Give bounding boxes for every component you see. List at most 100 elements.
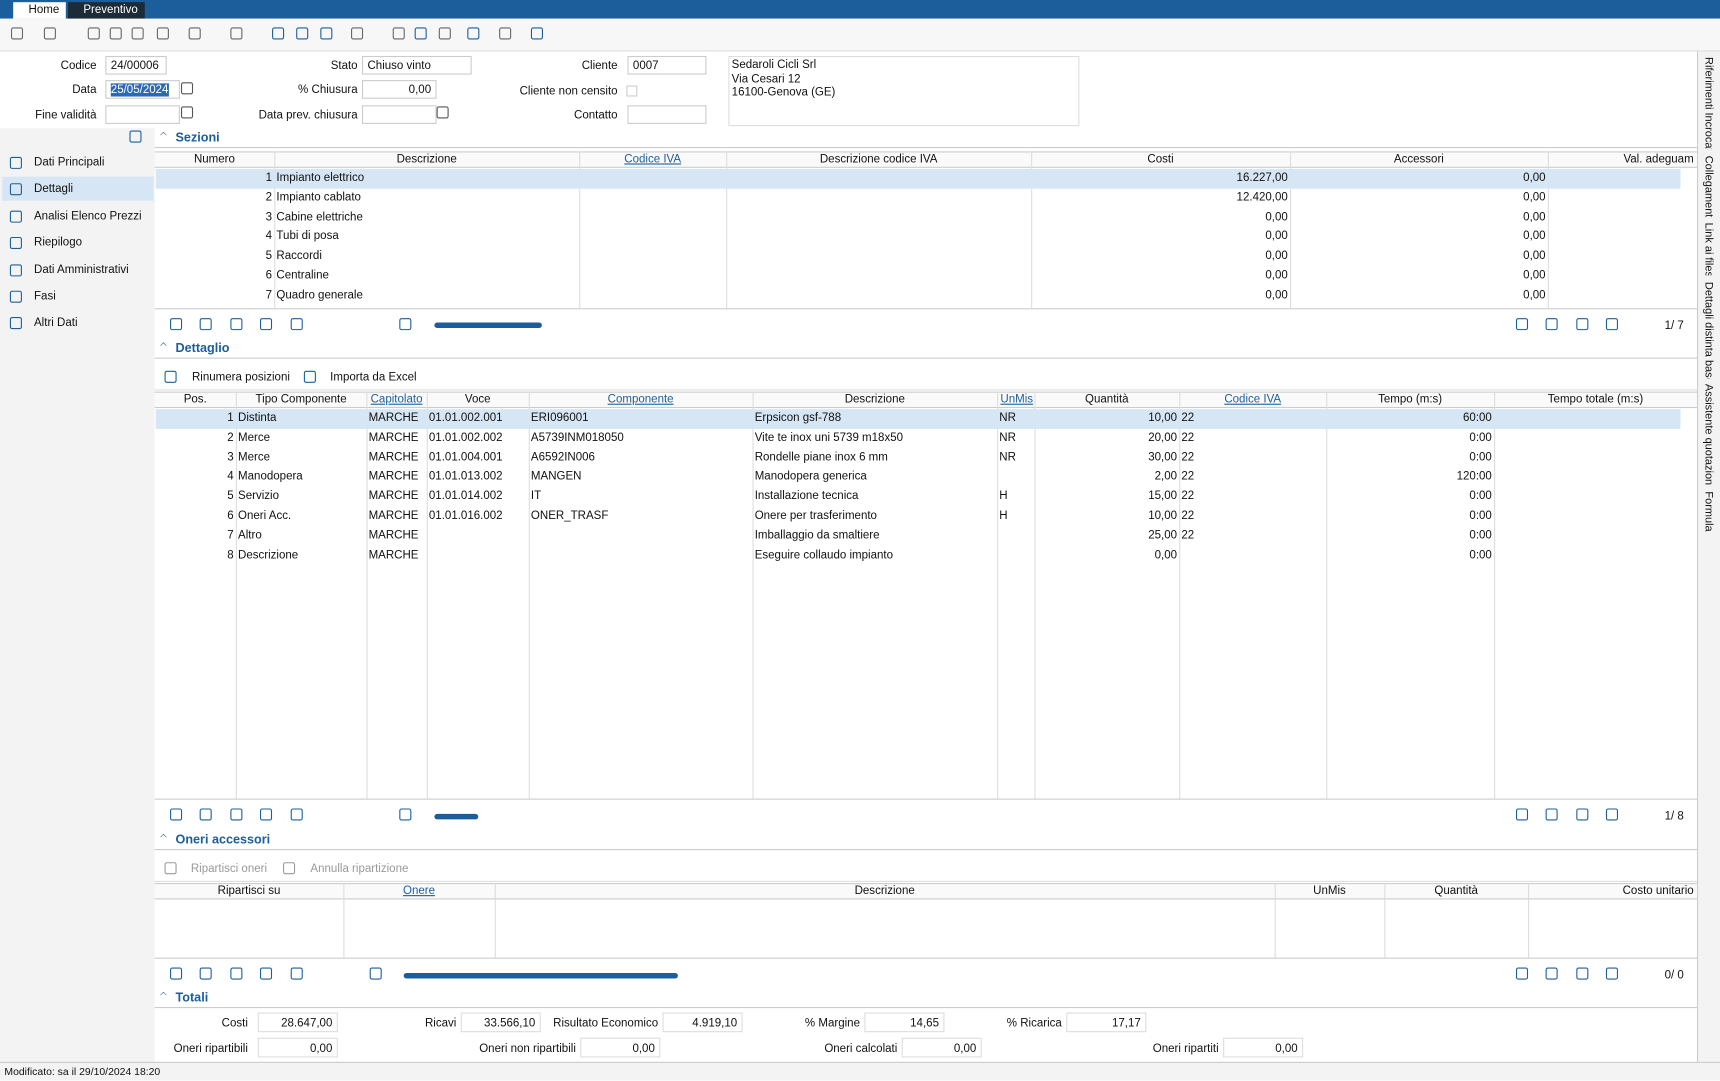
icon[interactable] [392, 27, 405, 40]
side-tab[interactable]: Formula [1702, 491, 1715, 532]
side-tab[interactable]: Dettagli distinta base [1702, 281, 1715, 379]
column-header[interactable]: Codice IVA [1224, 392, 1282, 406]
column-header[interactable]: UnMis [1000, 392, 1034, 406]
column-header[interactable]: Quantità [1434, 884, 1478, 898]
sidebar-item[interactable]: Dettagli [34, 182, 74, 196]
cell: 0,00 [1523, 171, 1546, 185]
grid-header [154, 391, 1697, 409]
toolbar-button[interactable]: Importa da Excel [330, 370, 417, 384]
column-header[interactable]: Descrizione [854, 884, 915, 898]
icon[interactable] [351, 27, 364, 40]
cell: 0,00 [1265, 210, 1288, 224]
field-input[interactable]: 0007 [627, 55, 707, 75]
tab[interactable]: Preventivo [68, 2, 145, 19]
scrollbar [434, 322, 542, 328]
column-header[interactable]: Ripartisci su [217, 884, 281, 898]
column-header[interactable]: Descrizione [396, 152, 457, 166]
icon [1545, 808, 1558, 821]
icon[interactable] [131, 27, 144, 40]
field-input[interactable] [627, 105, 707, 124]
icon[interactable] [188, 27, 201, 40]
tab[interactable]: Home [13, 2, 66, 19]
field-input[interactable] [361, 105, 437, 124]
column-header[interactable]: Tipo Componente [255, 392, 347, 406]
column-header[interactable]: Capitolato [370, 392, 423, 406]
icon[interactable] [43, 27, 56, 40]
grid-header [154, 883, 1697, 900]
icon[interactable] [296, 27, 309, 40]
side-tab[interactable]: Collegamenti [1702, 155, 1715, 218]
column-header[interactable]: Descrizione [844, 392, 905, 406]
column-header[interactable]: Descrizione codice IVA [819, 152, 938, 166]
field-label: % Chiusura [298, 83, 358, 97]
icon[interactable] [87, 27, 100, 40]
column-header[interactable]: Tempo totale (m:s) [1547, 392, 1644, 406]
column-header[interactable]: Voce [464, 392, 491, 406]
icon [170, 808, 183, 821]
sidebar-item[interactable]: Dati Principali [34, 155, 105, 169]
total-value: 0,00 [257, 1037, 338, 1058]
side-tab[interactable]: Assistente quotazione [1702, 383, 1715, 485]
cell: MANGEN [530, 469, 582, 484]
field-input[interactable]: 0,00 [361, 80, 437, 99]
sidebar-item[interactable]: Riepilogo [34, 236, 83, 250]
column-header[interactable]: Componente [607, 392, 674, 406]
column-header[interactable]: Costo unitario [1622, 884, 1694, 898]
side-tab[interactable]: Riferimenti Incrocati [1702, 57, 1715, 150]
field-input[interactable] [105, 105, 180, 124]
cell: 25,00 [1148, 528, 1178, 542]
toolbar-button[interactable]: Annulla ripartizione [310, 862, 409, 876]
column-header[interactable]: Costi [1147, 152, 1174, 166]
column-header[interactable]: Accessori [1393, 152, 1444, 166]
icon [199, 967, 212, 980]
icon[interactable] [320, 27, 333, 40]
cell: Erpsicon gsf-788 [754, 411, 842, 425]
icon [180, 82, 194, 95]
section-title: Oneri accessori [175, 833, 271, 847]
cell: 01.01.004.001 [428, 450, 503, 464]
icon[interactable] [467, 27, 480, 40]
column-header[interactable]: Pos. [183, 392, 207, 406]
column-header[interactable]: Val. adeguam [1623, 152, 1694, 166]
column-header[interactable]: Quantità [1085, 392, 1129, 406]
cell: 30,00 [1148, 450, 1178, 464]
cell: MARCHE [368, 548, 419, 562]
field-input[interactable]: 25/05/2024 [105, 80, 180, 99]
icon [259, 318, 273, 331]
icon[interactable] [272, 27, 285, 40]
cell: 10,00 [1148, 508, 1178, 523]
cell: NR [999, 411, 1016, 425]
field-input[interactable] [626, 85, 638, 97]
field-input[interactable]: Chiuso vinto [361, 55, 472, 75]
sidebar-item[interactable]: Fasi [34, 289, 56, 303]
sidebar-item[interactable]: Altri Dati [34, 316, 78, 330]
icon [399, 318, 412, 331]
side-tab[interactable]: Link ai files [1702, 222, 1715, 276]
column-header[interactable]: Codice IVA [624, 152, 682, 166]
cell: 5 [227, 489, 234, 503]
toolbar-button[interactable]: Ripartisci oneri [190, 862, 268, 876]
column-header[interactable]: Tempo (m:s) [1378, 392, 1443, 406]
sidebar-item[interactable]: Dati Amministrativi [34, 262, 129, 276]
column-header[interactable]: Onere [403, 884, 436, 898]
cell: MARCHE [368, 508, 419, 523]
toolbar-button[interactable]: Rinumera posizioni [191, 370, 290, 384]
column-header[interactable]: Numero [193, 152, 235, 166]
icon[interactable] [530, 27, 543, 40]
field-input[interactable]: 24/00006 [105, 55, 167, 75]
section-header [154, 129, 1697, 149]
column-header[interactable]: UnMis [1313, 884, 1346, 898]
icon[interactable] [499, 27, 512, 40]
icon[interactable] [438, 27, 451, 40]
icon[interactable] [109, 27, 122, 40]
address-box [728, 55, 1080, 127]
sidebar-item[interactable]: Analisi Elenco Prezzi [34, 209, 142, 223]
cell: 7 [265, 288, 273, 302]
icon [259, 967, 273, 980]
icon[interactable] [10, 27, 24, 40]
icon[interactable] [230, 27, 243, 40]
icon[interactable] [156, 27, 169, 40]
selected-text: 25/05/2024 [110, 83, 169, 97]
icon[interactable] [414, 27, 427, 40]
